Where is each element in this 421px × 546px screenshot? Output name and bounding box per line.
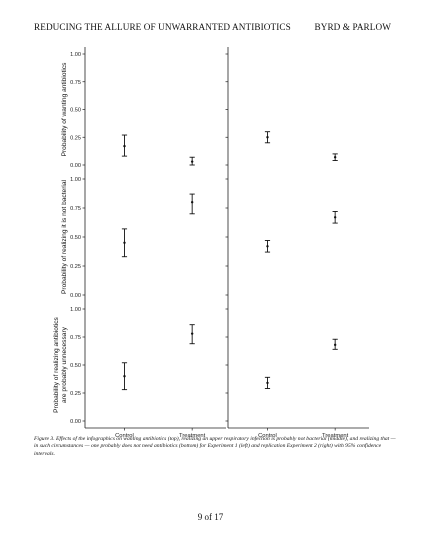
y-tick-label: 0.25: [70, 135, 81, 141]
y-tick-label: 0.00: [70, 419, 81, 425]
y-tick-label: 0.00: [70, 163, 81, 169]
y-tick-label: 1.00: [70, 52, 81, 58]
y-tick-label: 0.75: [70, 335, 81, 341]
y-tick-label: 1.00: [70, 307, 81, 313]
data-point: [266, 136, 269, 139]
y-tick-label: 0.25: [70, 264, 81, 270]
data-point: [266, 381, 269, 385]
y-tick-label: 0.50: [70, 108, 81, 114]
data-point: [123, 241, 126, 244]
x-tick-label: Control: [258, 433, 277, 439]
data-point: [123, 375, 126, 378]
y-tick-label: 0.25: [70, 391, 81, 397]
running-header: REDUCING THE ALLURE OF UNWARRANTED ANTIB…: [34, 22, 291, 32]
data-point: [333, 216, 337, 219]
y-tick-label: 0.50: [70, 235, 81, 241]
data-point: [266, 245, 269, 248]
data-point: [333, 343, 337, 347]
data-point: [190, 201, 194, 204]
page-number: 9 of 17: [197, 512, 224, 522]
figure-caption: Figure 3. Effects of the infographics on…: [34, 436, 396, 457]
y-axis-label: Probability of wanting antibiotics: [61, 62, 68, 157]
y-axis-label: are probably unnecessary: [61, 326, 68, 403]
y-axis-label: Probability of realizing antibiotics: [53, 316, 60, 412]
data-point: [190, 332, 194, 335]
y-tick-label: 0.00: [70, 293, 81, 299]
data-point: [123, 144, 126, 148]
x-tick-label: Treatment: [322, 433, 349, 439]
y-tick-label: 0.50: [70, 363, 81, 369]
x-tick-label: Treatment: [179, 433, 206, 439]
author-header: BYRD & PARLOW: [314, 22, 391, 32]
y-tick-label: 0.75: [70, 206, 81, 212]
x-tick-label: Control: [115, 433, 134, 439]
y-axis-label: Probability of realizing it is not bacte…: [61, 179, 68, 294]
data-point: [333, 156, 337, 159]
y-tick-label: 1.00: [70, 177, 81, 183]
y-tick-label: 0.75: [70, 80, 81, 86]
data-point: [190, 160, 194, 163]
